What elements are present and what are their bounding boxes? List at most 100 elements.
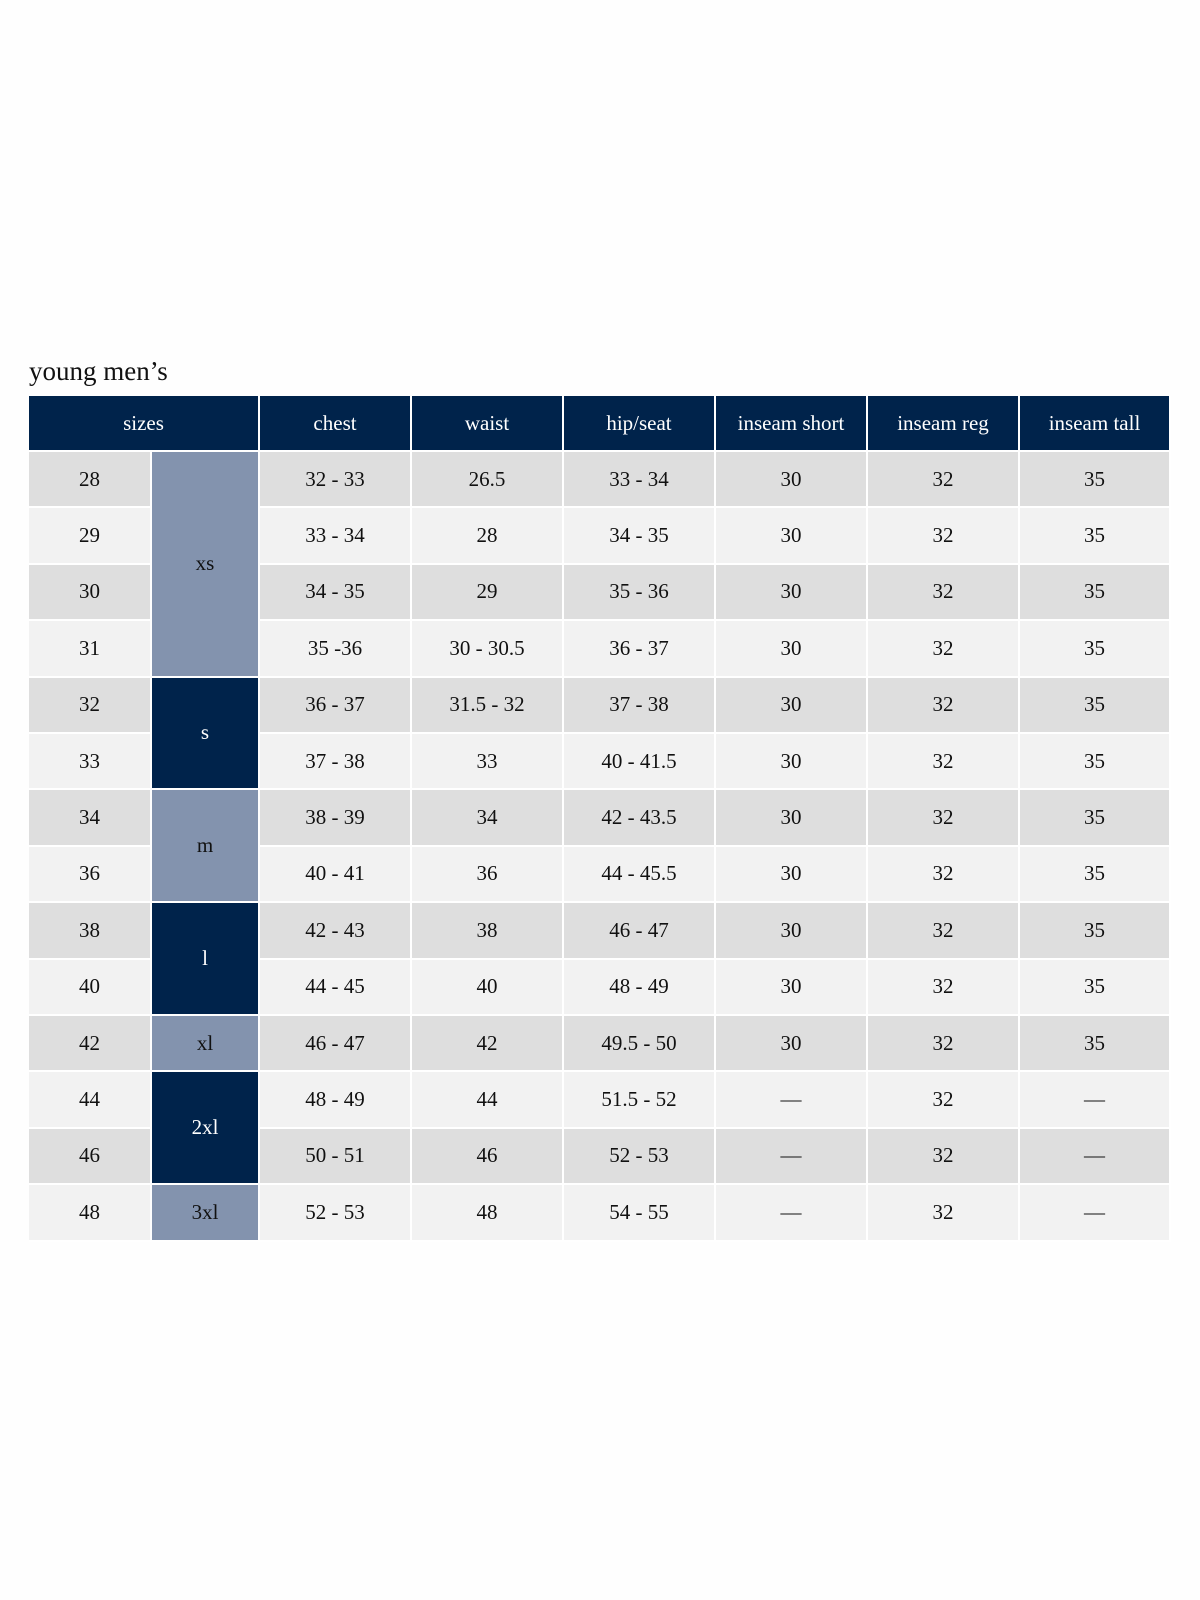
measure-cell: 33 - 34 [260, 508, 412, 565]
measure-cell: 35 [1020, 621, 1171, 678]
measure-cell: 32 [868, 564, 1020, 622]
header-cell: inseam short [716, 396, 868, 452]
measure-cell: 32 [868, 452, 1020, 509]
measure-cell: 42 - 43 [260, 903, 412, 960]
measure-cell: 33 - 34 [564, 452, 716, 509]
measure-cell: 36 - 37 [564, 621, 716, 678]
measure-cell: — [716, 1072, 868, 1129]
size-number: 32 [29, 677, 152, 734]
measure-cell: 35 [1020, 564, 1171, 622]
size-letter: xs [152, 452, 260, 678]
measure-cell: 32 [868, 508, 1020, 565]
header-cell: sizes [29, 396, 260, 452]
measure-cell: — [716, 1185, 868, 1242]
measure-cell: 29 [412, 564, 564, 622]
measure-cell: — [1020, 1185, 1171, 1242]
measure-cell: 30 [716, 621, 868, 678]
measure-cell: 35 [1020, 903, 1171, 960]
measure-cell: 32 [868, 1185, 1020, 1242]
measure-cell: 36 [412, 846, 564, 904]
measure-cell: 38 [412, 903, 564, 960]
measure-cell: 31.5 - 32 [412, 677, 564, 734]
measure-cell: 37 - 38 [260, 734, 412, 791]
measure-cell: 50 - 51 [260, 1128, 412, 1186]
size-number: 44 [29, 1072, 152, 1129]
measure-cell: 26.5 [412, 452, 564, 509]
measure-cell: 30 [716, 903, 868, 960]
measure-cell: 32 [868, 790, 1020, 847]
measure-cell: 32 [868, 959, 1020, 1016]
measure-cell: 30 [716, 1016, 868, 1073]
measure-cell: 32 [868, 846, 1020, 904]
size-number: 42 [29, 1016, 152, 1073]
measure-cell: 35 [1020, 1016, 1171, 1073]
header-cell: chest [260, 396, 412, 452]
measure-cell: 44 - 45.5 [564, 846, 716, 904]
measure-cell: 30 [716, 790, 868, 847]
header-cell: inseam tall [1020, 396, 1171, 452]
measure-cell: 32 [868, 1072, 1020, 1129]
measure-cell: 32 [868, 1128, 1020, 1186]
size-number: 36 [29, 846, 152, 904]
measure-cell: 32 [868, 734, 1020, 791]
measure-cell: 30 [716, 846, 868, 904]
size-number: 31 [29, 621, 152, 678]
size-number: 40 [29, 959, 152, 1016]
size-letter: xl [152, 1016, 260, 1073]
size-number: 29 [29, 508, 152, 565]
table-title: young men’s [29, 356, 168, 386]
measure-cell: 30 [716, 452, 868, 509]
size-letter: 3xl [152, 1185, 260, 1242]
measure-cell: 52 - 53 [564, 1128, 716, 1186]
measure-cell: 46 - 47 [260, 1016, 412, 1073]
measure-cell: 44 - 45 [260, 959, 412, 1016]
measure-cell: 40 - 41.5 [564, 734, 716, 791]
measure-cell: 37 - 38 [564, 677, 716, 734]
measure-cell: 30 [716, 508, 868, 565]
size-letter: m [152, 790, 260, 904]
measure-cell: 32 - 33 [260, 452, 412, 509]
header-cell: hip/seat [564, 396, 716, 452]
size-number: 48 [29, 1185, 152, 1242]
measure-cell: 35 [1020, 452, 1171, 509]
measure-cell: 44 [412, 1072, 564, 1129]
measure-cell: 32 [868, 621, 1020, 678]
measure-cell: 35 [1020, 846, 1171, 904]
measure-cell: 30 [716, 734, 868, 791]
measure-cell: 48 [412, 1185, 564, 1242]
measure-cell: 54 - 55 [564, 1185, 716, 1242]
measure-cell: 36 - 37 [260, 677, 412, 734]
measure-cell: — [716, 1128, 868, 1186]
measure-cell: 35 [1020, 508, 1171, 565]
size-number: 34 [29, 790, 152, 847]
measure-cell: 51.5 - 52 [564, 1072, 716, 1129]
measure-cell: 48 - 49 [564, 959, 716, 1016]
measure-cell: 35 [1020, 790, 1171, 847]
measure-cell: — [1020, 1072, 1171, 1129]
measure-cell: 35 - 36 [564, 564, 716, 622]
measure-cell: 33 [412, 734, 564, 791]
measure-cell: 32 [868, 1016, 1020, 1073]
measure-cell: 34 [412, 790, 564, 847]
measure-cell: 32 [868, 677, 1020, 734]
measure-cell: 48 - 49 [260, 1072, 412, 1129]
measure-cell: 40 - 41 [260, 846, 412, 904]
size-letter: 2xl [152, 1072, 260, 1186]
size-number: 38 [29, 903, 152, 960]
size-letter: s [152, 677, 260, 791]
header-cell: inseam reg [868, 396, 1020, 452]
measure-cell: 30 [716, 677, 868, 734]
size-number: 33 [29, 734, 152, 791]
measure-cell: 49.5 - 50 [564, 1016, 716, 1073]
size-letter: l [152, 903, 260, 1016]
measure-cell: 28 [412, 508, 564, 565]
size-number: 46 [29, 1128, 152, 1186]
measure-cell: 34 - 35 [564, 508, 716, 565]
size-number: 30 [29, 564, 152, 622]
measure-cell: 46 - 47 [564, 903, 716, 960]
measure-cell: 35 [1020, 734, 1171, 791]
measure-cell: 30 [716, 959, 868, 1016]
measure-cell: 35 [1020, 959, 1171, 1016]
measure-cell: 35 [1020, 677, 1171, 734]
